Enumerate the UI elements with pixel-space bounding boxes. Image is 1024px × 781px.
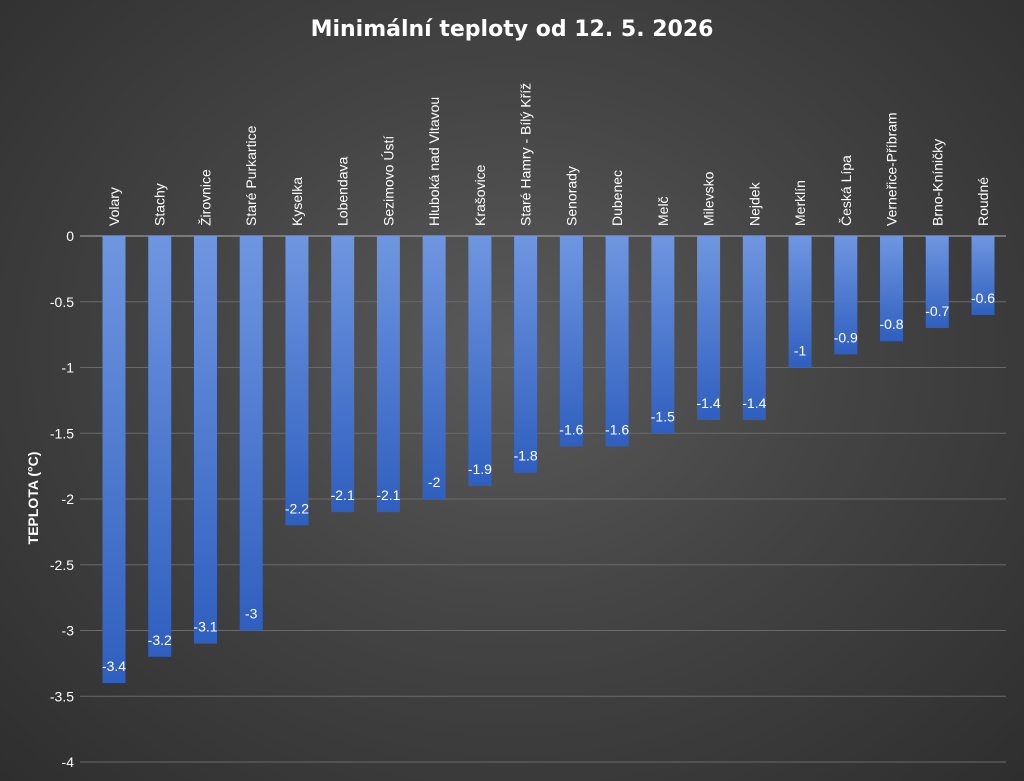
data-label: -3.2 bbox=[148, 632, 172, 648]
category-label: Hluboká nad Vltavou bbox=[426, 97, 442, 226]
category-label: Krašovice bbox=[472, 164, 488, 226]
y-tick-label: 0 bbox=[66, 228, 74, 244]
y-tick-label: -2.5 bbox=[50, 557, 74, 573]
category-label: Volary bbox=[106, 187, 122, 226]
bar bbox=[193, 236, 217, 644]
bar bbox=[102, 236, 126, 684]
y-tick-label: -3.5 bbox=[50, 688, 74, 704]
bar bbox=[285, 236, 309, 526]
category-label: Žirovnice bbox=[197, 169, 213, 226]
bar bbox=[239, 236, 263, 631]
data-label: -2 bbox=[428, 474, 441, 490]
bar bbox=[148, 236, 172, 657]
y-axis-label: TEPLOTA (°C) bbox=[25, 452, 41, 545]
category-label: Brno-Kníničky bbox=[929, 139, 945, 226]
category-label: Roudné bbox=[975, 177, 991, 226]
data-label: -2.1 bbox=[331, 487, 355, 503]
bar bbox=[514, 236, 538, 473]
data-label: -1.9 bbox=[468, 461, 492, 477]
category-label: Stachy bbox=[152, 183, 168, 226]
data-label: -1.6 bbox=[605, 421, 629, 437]
data-label: -3.4 bbox=[102, 658, 126, 674]
data-label: -0.8 bbox=[879, 316, 903, 332]
bars bbox=[102, 236, 995, 684]
data-label: -1 bbox=[794, 343, 807, 359]
bar bbox=[742, 236, 766, 421]
chart-title: Minimální teploty od 12. 5. 2026 bbox=[311, 17, 714, 42]
category-label: Sezimovo Ústí bbox=[380, 136, 396, 226]
category-labels: Volary Stachy Žirovnice Staré Purkartice Kys… bbox=[106, 83, 991, 226]
bar bbox=[651, 236, 675, 434]
bar bbox=[559, 236, 583, 447]
bar bbox=[605, 236, 629, 447]
category-label: Lobendava bbox=[335, 156, 351, 226]
data-label: -1.4 bbox=[697, 395, 721, 411]
data-label: -1.4 bbox=[742, 395, 766, 411]
data-label: -0.9 bbox=[834, 329, 858, 345]
y-tick-label: -2 bbox=[62, 491, 75, 507]
category-label: Kyselka bbox=[289, 177, 305, 226]
category-label: Nejdek bbox=[746, 181, 762, 226]
category-label: Senorady bbox=[563, 166, 579, 226]
y-tick-label: -4 bbox=[62, 754, 75, 770]
data-label: -3 bbox=[245, 606, 258, 622]
bar bbox=[834, 236, 858, 355]
bar bbox=[788, 236, 812, 368]
bar bbox=[880, 236, 904, 342]
data-label: -0.6 bbox=[971, 290, 995, 306]
category-label: Verneřice-Příbram bbox=[884, 112, 900, 226]
data-label: -1.6 bbox=[559, 421, 583, 437]
bar bbox=[331, 236, 355, 513]
data-label: -1.5 bbox=[651, 408, 675, 424]
data-label: -2.1 bbox=[376, 487, 400, 503]
y-tick-label: -0.5 bbox=[50, 294, 74, 310]
data-label: -0.7 bbox=[925, 303, 949, 319]
category-label: Staré Purkartice bbox=[243, 125, 259, 226]
bar bbox=[468, 236, 492, 486]
data-label: -3.1 bbox=[193, 619, 217, 635]
y-tick-label: -1.5 bbox=[50, 425, 74, 441]
y-tick-label: -3 bbox=[62, 623, 75, 639]
bar bbox=[925, 236, 949, 329]
data-label: -1.8 bbox=[514, 448, 538, 464]
category-label: Staré Hamry - Bílý Kříž bbox=[518, 83, 534, 226]
y-tick-label: -1 bbox=[62, 360, 75, 376]
category-label: Melč bbox=[655, 196, 671, 226]
category-label: Milevsko bbox=[701, 171, 717, 226]
data-label: -2.2 bbox=[285, 500, 309, 516]
bar bbox=[697, 236, 721, 421]
category-label: Česká Lípa bbox=[838, 155, 854, 226]
y-tick-labels: 0 -0.5 -1 -1.5 -2 -2.5 -3 -3.5 -4 bbox=[50, 228, 74, 770]
category-label: Dubenec bbox=[609, 170, 625, 226]
gridlines bbox=[80, 235, 1006, 763]
bar bbox=[376, 236, 400, 513]
category-label: Merklín bbox=[792, 180, 808, 226]
bar bbox=[971, 236, 995, 315]
value-labels: -3.4 -3.2 -3.1 -3 -2.2 -2.1 -2.1 -2 -1.9 -1.8 -1.6… bbox=[102, 290, 995, 674]
bar bbox=[422, 236, 446, 499]
